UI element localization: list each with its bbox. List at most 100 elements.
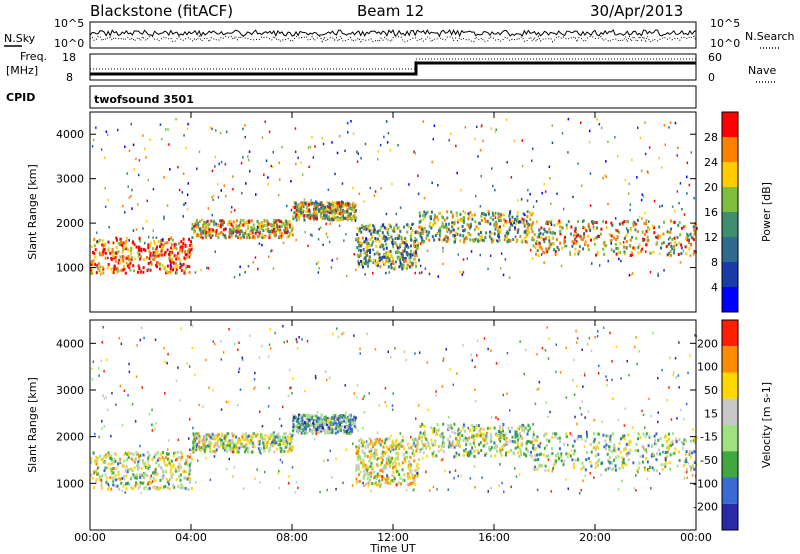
data-cell-band-0 [180,486,183,490]
data-cell-band-1 [240,223,243,227]
data-cell-scatter [550,202,552,205]
data-cell-band-3 [355,445,358,449]
data-cell-band-3 [381,237,384,240]
data-cell-band-5 [601,461,604,465]
data-cell-scatter [562,207,565,211]
data-cell-band-5 [559,232,562,236]
data-cell-scatter [111,391,113,395]
data-cell-scatter [477,155,479,158]
data-cell-band-1 [277,439,280,442]
data-cell-band-0 [175,469,178,473]
data-cell-band-3 [418,258,420,262]
data-cell-band-4 [498,235,501,239]
data-cell-band-5 [611,223,614,227]
data-cell-band-5 [646,239,649,243]
data-cell-band-5 [630,251,633,255]
data-cell-band-4 [441,221,444,225]
data-cell-band-3 [396,246,399,250]
data-cell-band-1 [195,433,198,437]
data-cell-band-3 [363,257,366,261]
data-cell-band-4 [435,454,438,458]
data-cell-band-4 [454,431,456,435]
data-cell-scatter [474,486,476,489]
data-cell-band-4 [469,233,472,237]
data-cell-band-3 [366,455,369,458]
data-cell-band-5 [559,221,562,225]
data-cell-band-3 [362,465,365,469]
data-cell-band-2 [327,425,330,428]
data-cell-band-4 [493,426,496,430]
data-cell-band-1 [283,224,286,228]
data-cell-band-4 [489,222,492,226]
data-cell-scatter [414,152,416,155]
data-cell-band-4 [453,422,456,426]
data-cell-scatter [384,400,387,404]
data-cell-band-2 [321,425,324,429]
data-cell-band-4 [497,240,499,243]
data-cell-scatter [459,270,461,274]
data-cell-band-1 [283,221,286,225]
data-cell-band-1 [277,432,280,436]
data-cell-band-0 [106,466,109,470]
data-cell-scatter [294,150,297,154]
data-cell-band-0 [179,248,182,252]
freq-label-1: Freq. [20,50,47,63]
data-cell-band-5 [634,449,637,453]
data-cell-scatter [148,413,151,416]
data-cell-band-1 [198,437,201,441]
data-cell-band-3 [367,227,370,231]
data-cell-scatter [107,198,109,202]
data-cell-band-3 [367,242,370,245]
data-cell-band-5 [684,236,687,240]
data-cell-band-1 [231,432,234,436]
data-cell-band-3 [391,474,394,478]
data-cell-band-4 [472,427,475,431]
data-cell-scatter [442,262,444,266]
data-cell-band-4 [438,445,441,449]
data-cell-scatter [470,353,472,356]
colorbar-frame [721,319,739,531]
data-cell-scatter [378,404,381,407]
data-cell-band-5 [547,247,550,251]
colorbar-frame [721,111,739,313]
data-cell-band-4 [428,215,431,219]
data-cell-scatter [494,188,496,192]
data-cell-band-3 [373,482,376,486]
data-cell-band-3 [398,265,401,269]
data-cell-scatter [414,352,416,355]
data-cell-band-0 [123,453,126,457]
data-cell-scatter [301,419,304,422]
data-cell-band-2 [331,431,334,435]
data-cell-band-0 [93,237,96,241]
data-cell-band-3 [416,230,419,234]
data-cell-scatter [169,478,171,482]
data-cell-band-3 [391,448,393,452]
data-cell-band-5 [604,439,607,443]
data-cell-scatter [331,259,333,262]
data-cell-band-3 [382,450,385,454]
data-cell-band-5 [602,247,605,251]
data-cell-band-0 [117,470,120,474]
data-cell-band-0 [95,468,98,472]
data-cell-band-0 [126,452,129,456]
data-cell-band-2 [320,427,322,431]
data-cell-scatter [405,488,408,492]
data-cell-band-5 [633,247,636,251]
data-cell-band-4 [443,445,445,449]
data-cell-band-3 [374,262,377,266]
data-cell-band-3 [413,241,416,245]
data-cell-band-1 [218,445,221,449]
data-cell-band-2 [348,214,351,217]
data-cell-band-0 [144,472,147,476]
data-cell-scatter [427,408,429,412]
data-cell-scatter [385,404,388,408]
data-cell-band-0 [101,239,104,243]
data-cell-band-2 [299,214,302,218]
data-cell-scatter [362,481,364,485]
data-cell-band-3 [386,237,388,241]
data-cell-scatter [362,427,364,430]
data-cell-band-0 [112,483,115,487]
data-cell-scatter [269,327,272,331]
data-cell-band-3 [376,237,379,241]
